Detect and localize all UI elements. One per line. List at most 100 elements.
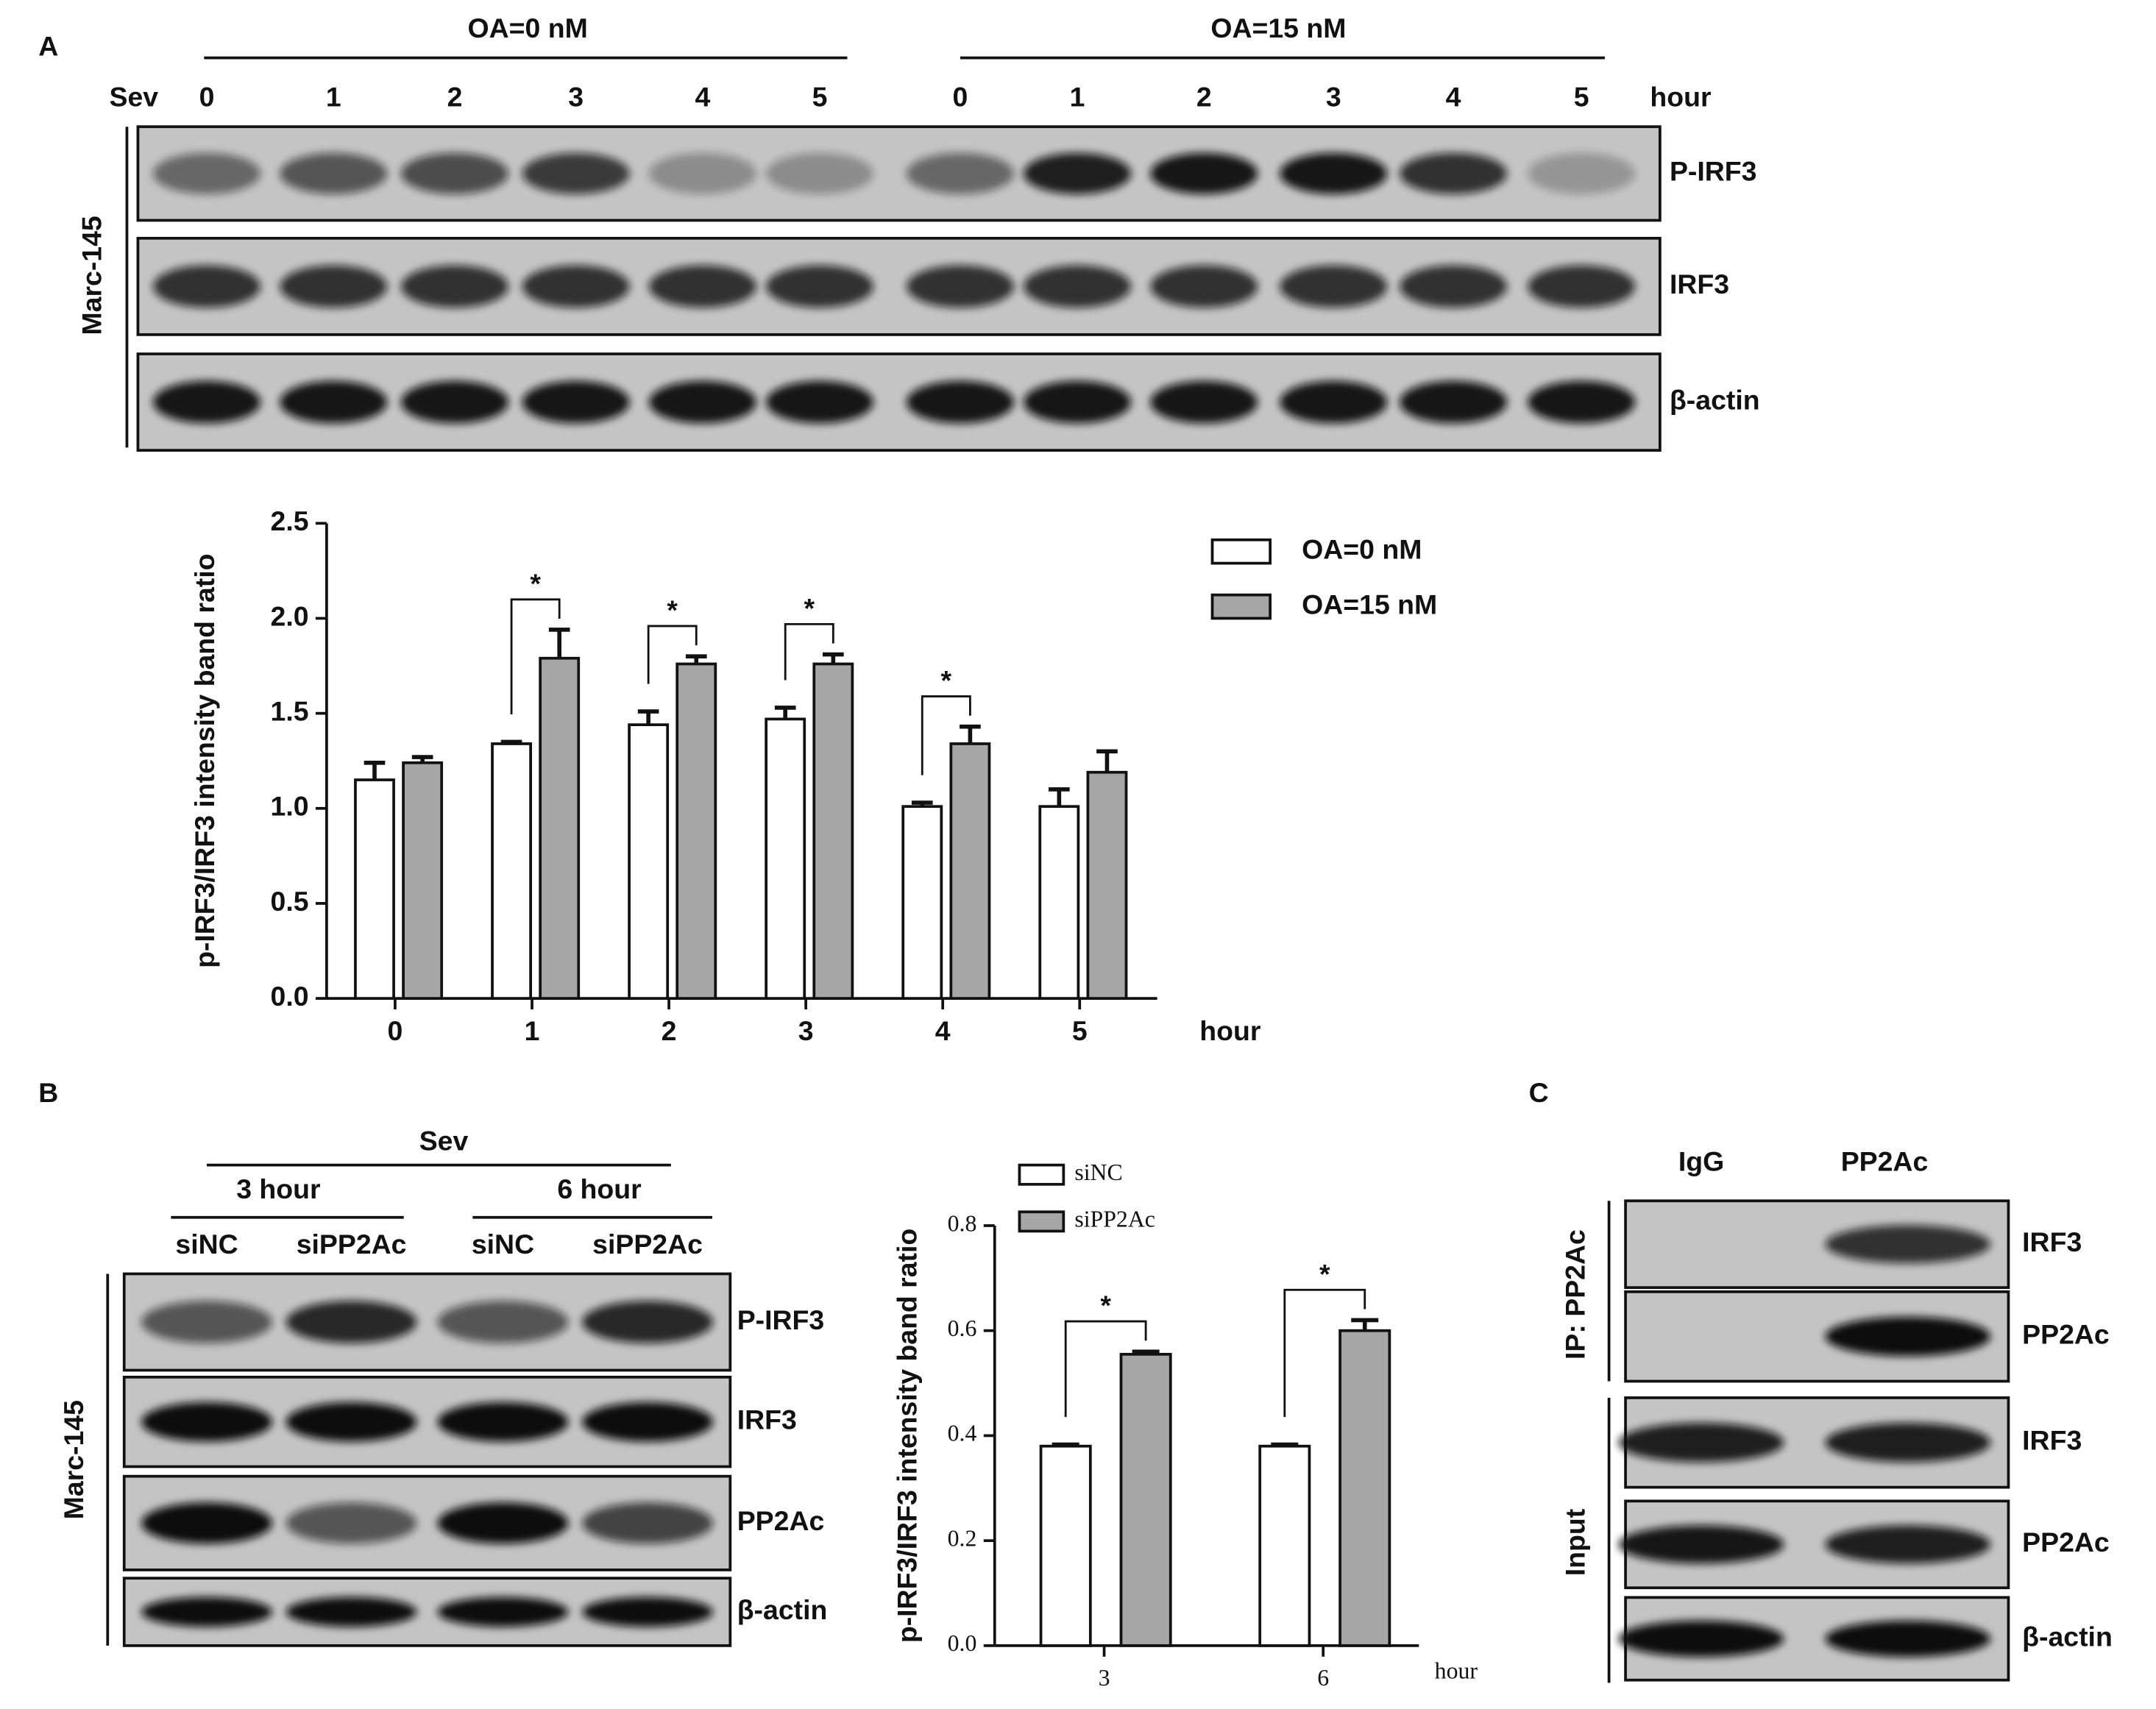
band bbox=[1528, 380, 1636, 424]
lane-label: 5 bbox=[812, 82, 828, 113]
cell-line-label: Marc-145 bbox=[58, 1400, 89, 1519]
significance-bracket bbox=[510, 598, 561, 714]
band bbox=[400, 265, 508, 308]
band bbox=[1618, 1423, 1784, 1463]
error-bar bbox=[500, 739, 522, 745]
y-tick-label: 0.8 bbox=[948, 1210, 977, 1236]
error-bar bbox=[685, 654, 707, 664]
bar bbox=[1086, 770, 1128, 1000]
band bbox=[1024, 380, 1132, 424]
band bbox=[766, 265, 874, 308]
band bbox=[400, 152, 508, 194]
unit-label: hour bbox=[1650, 82, 1711, 113]
error-bar bbox=[1049, 787, 1070, 807]
band bbox=[286, 1401, 417, 1442]
legend-label: OA=0 nM bbox=[1302, 534, 1422, 565]
error-bar bbox=[1271, 1442, 1299, 1447]
band bbox=[766, 152, 874, 194]
band bbox=[1825, 1225, 1991, 1264]
row-label: P-IRF3 bbox=[1670, 156, 1757, 187]
lane-label: 1 bbox=[326, 82, 341, 113]
band bbox=[648, 265, 756, 308]
x-tick-label: 3 bbox=[798, 1015, 814, 1046]
lane-label: 3 bbox=[1326, 82, 1341, 113]
x-tick-label: 2 bbox=[662, 1015, 677, 1046]
bar bbox=[491, 742, 532, 1000]
band bbox=[1024, 265, 1132, 308]
band bbox=[437, 1401, 569, 1442]
significance-label: * bbox=[1319, 1258, 1330, 1289]
band bbox=[1528, 152, 1636, 194]
lane-label: 0 bbox=[199, 82, 215, 113]
band bbox=[286, 1502, 417, 1544]
band bbox=[1150, 380, 1258, 424]
band bbox=[1618, 1620, 1784, 1658]
band bbox=[1280, 152, 1388, 194]
bar bbox=[628, 723, 670, 1000]
row-label: IRF3 bbox=[1670, 269, 1729, 299]
error-bar bbox=[823, 652, 844, 664]
band bbox=[906, 265, 1014, 308]
band bbox=[400, 380, 508, 424]
band bbox=[437, 1301, 569, 1343]
band bbox=[1024, 152, 1132, 194]
section-label: Input bbox=[1559, 1509, 1590, 1576]
y-tick-label: 0.0 bbox=[271, 981, 309, 1012]
significance-bracket bbox=[921, 695, 971, 775]
significance-bracket bbox=[647, 625, 698, 684]
band bbox=[1528, 265, 1636, 308]
band bbox=[141, 1596, 272, 1627]
band bbox=[648, 380, 756, 424]
bar bbox=[1039, 1444, 1092, 1647]
y-tick-label: 0.4 bbox=[948, 1421, 977, 1446]
band bbox=[286, 1596, 417, 1627]
row-label: IRF3 bbox=[2022, 1226, 2082, 1257]
lane-label: siPP2Ac bbox=[297, 1229, 407, 1259]
bar bbox=[812, 662, 854, 1000]
band bbox=[1150, 152, 1258, 194]
y-tick-label: 0.0 bbox=[948, 1630, 977, 1656]
x-tick-label: 0 bbox=[388, 1015, 403, 1046]
x-tick-label: 5 bbox=[1072, 1015, 1088, 1046]
lane-label: 2 bbox=[447, 82, 463, 113]
lane-label: 2 bbox=[1196, 82, 1212, 113]
band bbox=[437, 1502, 569, 1544]
band bbox=[1618, 1525, 1784, 1564]
lane-label: IgG bbox=[1678, 1146, 1724, 1177]
error-bar bbox=[548, 628, 570, 658]
significance-label: * bbox=[530, 568, 541, 599]
error-bar bbox=[637, 709, 659, 725]
lane-label: 4 bbox=[695, 82, 711, 113]
band bbox=[280, 380, 388, 424]
row-label: IRF3 bbox=[737, 1404, 797, 1435]
bar bbox=[1119, 1352, 1172, 1647]
legend-label: OA=15 nM bbox=[1302, 589, 1437, 619]
error-bar bbox=[960, 724, 981, 744]
legend-swatch bbox=[1018, 1210, 1065, 1233]
significance-label: * bbox=[667, 594, 678, 625]
y-tick-label: 2.5 bbox=[271, 505, 309, 536]
legend-swatch bbox=[1210, 593, 1272, 620]
x-tick-label: 4 bbox=[935, 1015, 951, 1046]
band bbox=[1150, 265, 1258, 308]
band bbox=[141, 1401, 272, 1442]
x-tick-label: 3 bbox=[1099, 1665, 1110, 1691]
band bbox=[1400, 152, 1508, 194]
band bbox=[1825, 1525, 1991, 1564]
lane-label: siNC bbox=[472, 1229, 534, 1259]
band bbox=[582, 1401, 713, 1442]
time-label: 6 hour bbox=[557, 1173, 641, 1204]
error-bar bbox=[774, 706, 796, 720]
band bbox=[280, 152, 388, 194]
band bbox=[437, 1596, 569, 1627]
band bbox=[141, 1301, 272, 1343]
band bbox=[906, 380, 1014, 424]
group-label: OA=15 nM bbox=[1210, 13, 1346, 43]
error-bar bbox=[1132, 1349, 1160, 1354]
y-axis-label: p-IRF3/IRF3 intensity band ratio bbox=[892, 1229, 923, 1643]
error-bar bbox=[1351, 1318, 1379, 1331]
bar bbox=[402, 761, 444, 1000]
band bbox=[153, 265, 261, 308]
y-tick-label: 1.0 bbox=[271, 791, 309, 822]
treatment-label: Sev bbox=[110, 82, 159, 113]
